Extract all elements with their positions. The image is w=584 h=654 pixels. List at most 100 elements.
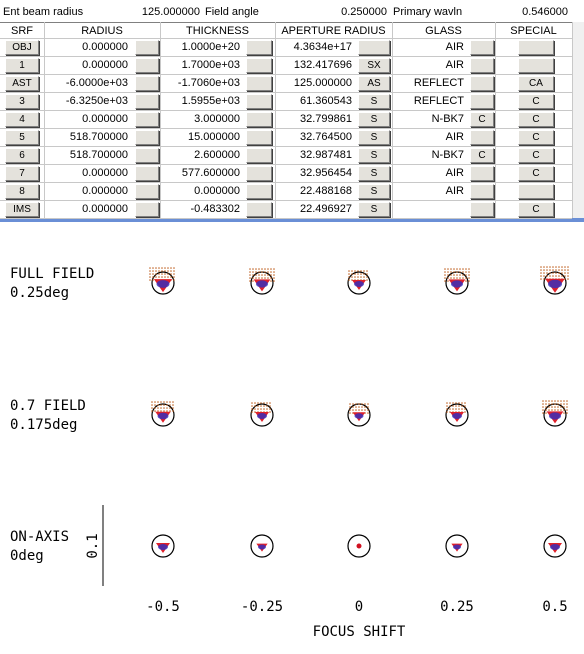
- srf-button[interactable]: 4: [5, 112, 39, 127]
- special-button[interactable]: C: [518, 130, 554, 145]
- thickness-button[interactable]: [246, 94, 272, 109]
- radius-button[interactable]: [135, 184, 159, 199]
- srf-button[interactable]: OBJ: [5, 40, 39, 55]
- ray: [149, 270, 151, 272]
- ray: [449, 408, 451, 410]
- ray: [258, 268, 260, 270]
- ray: [348, 270, 350, 272]
- scale-label: 0.1: [85, 533, 101, 558]
- spot: [347, 534, 371, 558]
- radius-button[interactable]: [135, 202, 159, 217]
- special-button[interactable]: C: [518, 202, 554, 217]
- srf-button[interactable]: 6: [5, 148, 39, 163]
- radius: 0.000000: [82, 203, 128, 215]
- srf-button[interactable]: 5: [5, 130, 39, 145]
- special-button[interactable]: C: [518, 148, 554, 163]
- ray: [453, 271, 455, 273]
- ray: [273, 280, 275, 282]
- special-button[interactable]: [518, 58, 554, 73]
- aperture-button[interactable]: S: [358, 112, 390, 127]
- airy-disk: [151, 403, 175, 427]
- glass-button[interactable]: [470, 130, 494, 145]
- srf-button[interactable]: IMS: [5, 202, 39, 217]
- glass-button[interactable]: [470, 166, 494, 181]
- field-label: FULL FIELD: [10, 266, 94, 282]
- ray: [557, 409, 559, 411]
- srf-button[interactable]: AST: [5, 76, 39, 91]
- thickness-button[interactable]: [246, 58, 272, 73]
- ray: [169, 410, 171, 412]
- row-rule: [0, 182, 572, 183]
- glass-button[interactable]: [470, 94, 494, 109]
- srf-button[interactable]: 3: [5, 94, 39, 109]
- thickness-button[interactable]: [246, 112, 272, 127]
- aperture-button[interactable]: S: [358, 130, 390, 145]
- special-button[interactable]: C: [518, 166, 554, 181]
- ray: [557, 400, 559, 402]
- ray: [468, 274, 470, 276]
- aperture-button[interactable]: S: [358, 184, 390, 199]
- glass-button[interactable]: [470, 202, 494, 217]
- thickness-button[interactable]: [246, 40, 272, 55]
- radius-button[interactable]: [135, 166, 159, 181]
- srf-button[interactable]: 8: [5, 184, 39, 199]
- aperture-button[interactable]: SX: [358, 58, 390, 73]
- special-button[interactable]: [518, 184, 554, 199]
- radius-button[interactable]: [135, 94, 159, 109]
- column-rule: [392, 22, 393, 218]
- thickness-button[interactable]: [246, 166, 272, 181]
- aperture-button[interactable]: S: [358, 94, 390, 109]
- radius-button[interactable]: [135, 58, 159, 73]
- glass-button[interactable]: [470, 76, 494, 91]
- special-button[interactable]: [518, 40, 554, 55]
- ray: [251, 411, 253, 413]
- spot: [250, 402, 274, 427]
- ray: [560, 406, 562, 408]
- ray: [349, 406, 351, 408]
- column-rule: [495, 22, 496, 218]
- special-button[interactable]: C: [518, 112, 554, 127]
- thickness-button[interactable]: [246, 76, 272, 91]
- glass-button[interactable]: C: [470, 148, 494, 163]
- ray: [152, 279, 154, 281]
- ray: [555, 272, 557, 274]
- special-button[interactable]: CA: [518, 76, 554, 91]
- srf-button[interactable]: 1: [5, 58, 39, 73]
- radius-button[interactable]: [135, 130, 159, 145]
- ray: [164, 276, 166, 278]
- ray: [555, 269, 557, 271]
- ray: [166, 407, 168, 409]
- glass: AIR: [445, 41, 464, 53]
- radius-button[interactable]: [135, 40, 159, 55]
- srf-button[interactable]: 7: [5, 166, 39, 181]
- ray: [447, 274, 449, 276]
- thickness-button[interactable]: [246, 184, 272, 199]
- aperture-button[interactable]: S: [358, 148, 390, 163]
- ray: [549, 269, 551, 271]
- ray: [452, 402, 454, 404]
- glass-button[interactable]: [470, 58, 494, 73]
- spot: [542, 400, 568, 427]
- ray: [465, 277, 467, 279]
- aperture-button[interactable]: AS: [358, 76, 390, 91]
- ray: [546, 269, 548, 271]
- glass-button[interactable]: [470, 184, 494, 199]
- ray: [456, 268, 458, 270]
- aperture-button[interactable]: S: [358, 166, 390, 181]
- aperture-button[interactable]: [358, 40, 390, 55]
- spot: [445, 534, 469, 558]
- thickness-button[interactable]: [246, 130, 272, 145]
- ray: [552, 272, 554, 274]
- ray: [157, 401, 159, 403]
- radius-button[interactable]: [135, 76, 159, 91]
- special-button[interactable]: C: [518, 94, 554, 109]
- ray: [461, 405, 463, 407]
- glass-button[interactable]: [470, 40, 494, 55]
- glass-button[interactable]: C: [470, 112, 494, 127]
- radius-button[interactable]: [135, 148, 159, 163]
- ray: [361, 409, 363, 411]
- radius-button[interactable]: [135, 112, 159, 127]
- aperture-button[interactable]: S: [358, 202, 390, 217]
- thickness-button[interactable]: [246, 148, 272, 163]
- thickness-button[interactable]: [246, 202, 272, 217]
